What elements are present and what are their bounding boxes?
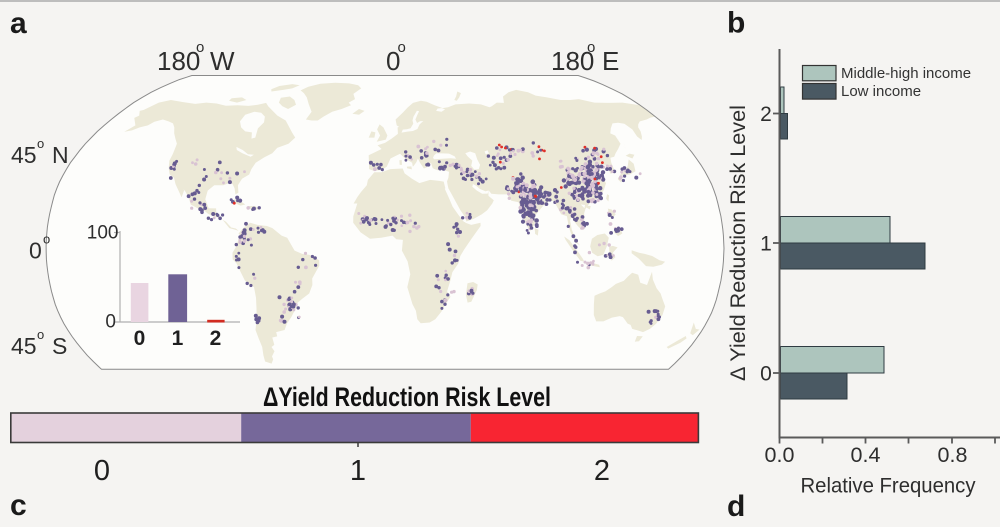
svg-text:b: b [727,7,745,40]
svg-text:d: d [727,490,745,522]
svg-text:0.8: 0.8 [938,443,968,467]
svg-text:0.4: 0.4 [851,443,881,467]
svg-text:180: 180 [551,46,594,76]
svg-text:100: 100 [87,223,119,244]
svg-text:1: 1 [350,455,366,487]
svg-text:0: 0 [134,327,146,350]
svg-text:2: 2 [760,103,772,126]
svg-text:0: 0 [94,455,110,487]
svg-text:0: 0 [29,238,42,264]
svg-text:N: N [52,142,69,168]
svg-text:0: 0 [105,312,116,333]
svg-text:0: 0 [386,46,400,76]
svg-text:Low income: Low income [841,83,921,100]
svg-text:o: o [196,39,204,56]
svg-text:E: E [602,46,619,76]
svg-text:o: o [37,136,44,151]
svg-text:W: W [210,46,235,76]
svg-text:Middle-high income: Middle-high income [841,65,971,82]
svg-text:Relative Frequency: Relative Frequency [801,475,976,498]
svg-text:1: 1 [172,327,184,350]
svg-text:180: 180 [157,46,200,76]
svg-text:o: o [37,327,44,342]
svg-text:ΔYield Reduction Risk Level: ΔYield Reduction Risk Level [263,382,551,412]
svg-text:45: 45 [11,333,37,359]
svg-text:2: 2 [594,455,610,487]
svg-text:c: c [10,489,27,522]
svg-text:o: o [398,39,406,56]
svg-text:0.0: 0.0 [765,443,795,467]
svg-text:o: o [43,232,50,247]
svg-text:Δ Yield Reduction Risk Level: Δ Yield Reduction Risk Level [727,105,750,381]
svg-text:o: o [587,39,595,56]
svg-text:2: 2 [210,327,222,350]
svg-text:a: a [10,7,27,40]
svg-text:S: S [52,333,67,359]
svg-text:45: 45 [11,142,37,168]
svg-text:1: 1 [760,233,772,256]
svg-text:0: 0 [760,363,772,386]
